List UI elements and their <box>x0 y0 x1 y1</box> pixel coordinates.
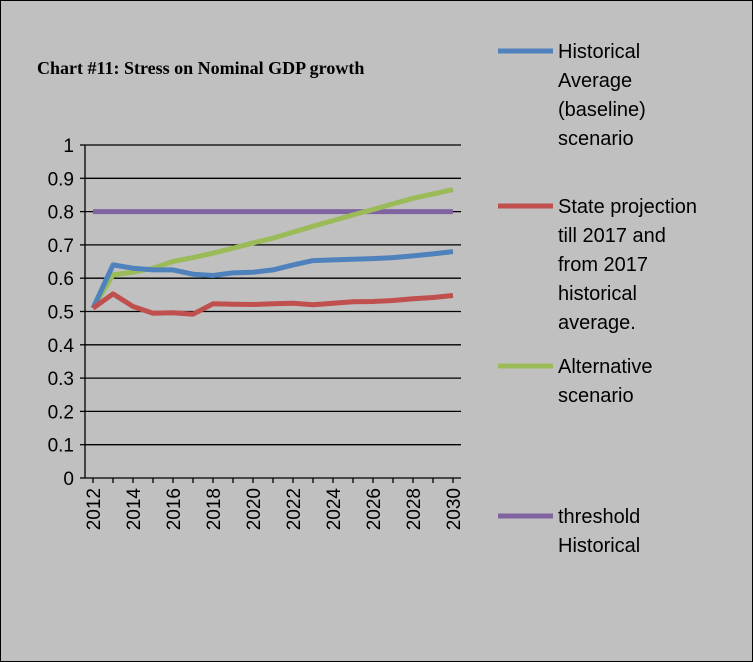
series-lines <box>90 187 454 317</box>
legend-label: Historical <box>558 41 640 63</box>
y-tick-label: 0.2 <box>48 402 74 423</box>
series-line <box>91 291 454 317</box>
series-line <box>90 187 454 310</box>
gridlines <box>85 144 461 446</box>
y-tick-label: 0.3 <box>48 369 74 390</box>
x-tick-label: 2022 <box>284 488 305 530</box>
y-tick-label: 0.7 <box>48 236 74 257</box>
series-line <box>90 249 454 310</box>
x-tick-label: 2018 <box>204 488 225 530</box>
legend-label: State projection <box>558 196 697 218</box>
legend-label: average. <box>558 312 636 334</box>
x-tick-label: 2024 <box>324 488 345 531</box>
x-tick-label: 2026 <box>364 488 385 530</box>
y-tick-label: 0 <box>63 469 74 490</box>
legend-label: till 2017 and <box>558 225 666 247</box>
y-tick-label: 1 <box>63 136 74 157</box>
x-tick-label: 2016 <box>164 488 185 530</box>
x-tick-label: 2030 <box>444 488 465 530</box>
y-tick-label: 0.6 <box>48 269 74 290</box>
legend-label: historical <box>558 283 637 305</box>
legend-label: threshold <box>558 506 640 528</box>
axes: 0 0.1 0.2 0.3 0.4 0.5 0.6 0.7 0.8 0.9 1 2012 2014 201… <box>48 136 465 530</box>
legend-label: Historical <box>558 535 640 557</box>
y-tick-label: 0.8 <box>48 203 74 224</box>
legend-label: Average <box>558 70 632 92</box>
x-tick-label: 2012 <box>84 488 105 530</box>
y-tick-label: 0.9 <box>48 169 74 190</box>
x-tick-label: 2028 <box>404 488 425 530</box>
y-tick-label: 0.1 <box>48 436 74 457</box>
legend-label: scenario <box>558 385 634 407</box>
y-tick-label: 0.5 <box>48 303 74 324</box>
y-tick-label: 0.4 <box>48 336 75 357</box>
chart-title: Chart #11: Stress on Nominal GDP growth <box>37 58 364 78</box>
legend-label: Alternative <box>558 356 653 378</box>
legend: Historical Average (baseline) scenario State… <box>498 41 697 557</box>
legend-label: from 2017 <box>558 254 648 276</box>
legend-label: (baseline) <box>558 99 646 121</box>
x-tick-label: 2014 <box>124 488 145 531</box>
x-tick-label: 2020 <box>244 488 265 530</box>
legend-label: scenario <box>558 128 634 150</box>
